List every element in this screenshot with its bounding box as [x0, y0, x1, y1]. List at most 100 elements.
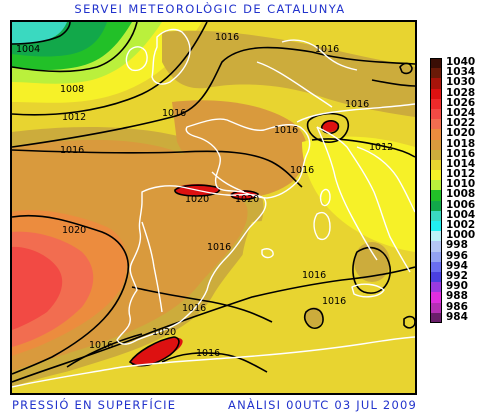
legend-entry: 1030: [430, 76, 484, 89]
isobar-1016-italy: [352, 246, 391, 294]
isobar-label: 1016: [302, 270, 326, 281]
legend-entry: 984: [430, 310, 484, 323]
legend-swatch: [430, 149, 442, 160]
field-1004-nw: [12, 22, 67, 44]
legend-label: 994: [446, 259, 468, 272]
coastlines: [12, 28, 415, 388]
field-1014-south: [12, 312, 415, 393]
legend-entry: 990: [430, 281, 484, 293]
isobar-1020-west: [12, 214, 129, 375]
map-product-label: PRESSIÓ EN SUPERFÍCIE: [12, 398, 177, 412]
legend-swatch: [430, 190, 442, 201]
field-1014-east-mid: [241, 221, 415, 324]
legend-entry: 1004: [430, 209, 484, 221]
isobar-1016-south2: [66, 333, 143, 368]
legend-entry: 1022: [430, 118, 484, 130]
isobar-label: 1016: [207, 242, 231, 253]
legend-label: 1016: [446, 147, 476, 160]
isobar-label: 1016: [162, 108, 186, 119]
legend-entry: 1006: [430, 198, 484, 211]
legend-swatch: [430, 170, 442, 181]
legend-label: 984: [446, 310, 468, 323]
isobar-label: 1004: [16, 44, 40, 55]
legend-swatch: [430, 119, 442, 130]
coast-ireland: [125, 46, 148, 72]
legend-label: 1030: [446, 76, 476, 89]
legend-entry: 1014: [430, 157, 484, 171]
legend-entry: 988: [430, 291, 484, 303]
isobar-label: 1016: [345, 99, 369, 110]
legend-label: 1028: [446, 86, 476, 99]
legend-label: 1024: [446, 106, 476, 119]
legend-swatch: [430, 241, 442, 252]
legend-entry: 1018: [430, 137, 484, 150]
map-analysis-time: ANÀLISI 00UTC 03 JUL 2009: [228, 398, 417, 412]
isobar-1004: [12, 22, 71, 45]
isobar-1016-n2: [371, 79, 415, 87]
small-cell-italy-south: [305, 307, 323, 327]
isobar-1016-main: [12, 149, 303, 188]
legend-swatch: [430, 159, 442, 171]
legend-entry: 1040: [430, 56, 484, 69]
legend-label: 1000: [446, 229, 476, 242]
legend-label: 996: [446, 249, 468, 262]
legend-label: 1040: [446, 56, 476, 68]
legend-entry: 1012: [430, 168, 484, 181]
pressure-legend: 1040 1034 1030 1028 1026 1024 1022 1020 1018 1016…: [430, 56, 484, 323]
legend-entry: 1024: [430, 106, 484, 120]
legend-entry: 1000: [430, 229, 484, 242]
legend-swatch: [430, 271, 442, 283]
legend-entry: 1008: [430, 189, 484, 201]
isobar-label: 1016: [322, 296, 346, 307]
isobar-1016-ne: [399, 62, 413, 75]
legend-entry: 996: [430, 249, 484, 262]
legend-swatch: [430, 200, 442, 211]
isobar-1016-seaward: [161, 352, 268, 373]
legend-swatch: [430, 210, 442, 221]
isobar-label: 1016: [60, 145, 84, 156]
isobar-label: 1020: [185, 194, 209, 205]
legend-entry: 1002: [430, 219, 484, 232]
coast-balkans: [356, 146, 415, 213]
isobar-label: 1016: [215, 32, 239, 43]
coast-britain: [151, 28, 191, 85]
legend-swatch: [430, 261, 442, 272]
border-alps: [296, 103, 415, 123]
field-1024-west: [12, 246, 63, 330]
legend-entry: 998: [430, 240, 484, 252]
legend-entry: 1034: [430, 67, 484, 79]
legend-swatch: [430, 98, 442, 109]
coast-africa: [12, 336, 415, 388]
island-sicily: [351, 283, 385, 298]
legend-swatch: [430, 282, 442, 293]
legend-label: 1018: [446, 137, 476, 150]
isobar-label: 1012: [369, 142, 393, 153]
isobar-1012-nw: [12, 22, 208, 116]
isobar-label: 1020: [235, 194, 259, 205]
legend-swatch: [430, 139, 442, 150]
legend-entry: 994: [430, 259, 484, 272]
legend-label: 1012: [446, 168, 476, 181]
isobar-label: 1016: [274, 125, 298, 136]
legend-label: 1006: [446, 198, 476, 211]
legend-label: 986: [446, 300, 468, 313]
legend-swatch: [430, 108, 442, 120]
isobar-label: 1020: [62, 225, 86, 236]
coast-italy: [316, 126, 411, 273]
isobar-1020-south: [128, 336, 180, 367]
legend-label: 1010: [446, 178, 476, 191]
legend-swatch: [430, 251, 442, 262]
legend-label: 1014: [446, 157, 476, 170]
legend-entry: 1010: [430, 178, 484, 191]
legend-label: 1020: [446, 127, 476, 140]
isobar-1012-east: [311, 138, 415, 158]
legend-swatch: [430, 221, 442, 232]
legend-swatch: [430, 302, 442, 313]
isobar-label: 1016: [315, 44, 339, 55]
legend-swatch: [430, 292, 442, 303]
legend-entry: 1020: [430, 127, 484, 140]
isobar-label: 1016: [89, 340, 113, 351]
isobar-label: 1008: [60, 84, 84, 95]
legend-label: 1002: [446, 219, 476, 231]
border-internal: [211, 171, 245, 193]
